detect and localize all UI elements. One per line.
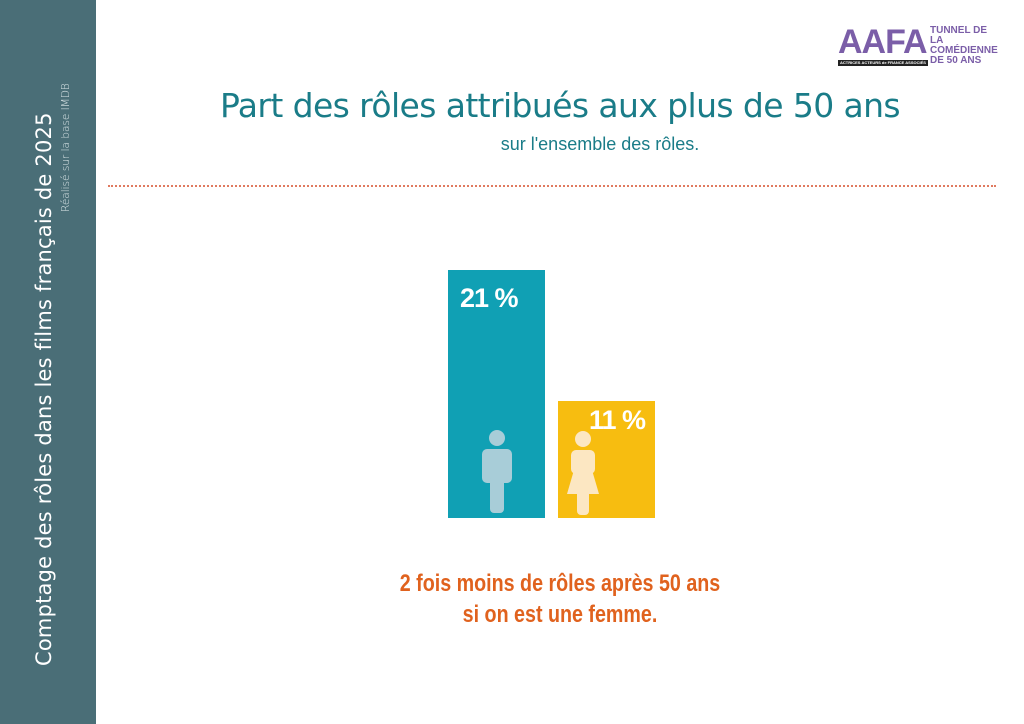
dotted-divider — [108, 185, 996, 187]
aafa-logo: AAFA ACTRICES ACTEURS de FRANCE ASSOCIÉS… — [838, 25, 1013, 67]
woman-icon — [567, 431, 599, 515]
man-icon — [482, 430, 512, 513]
chart-title-text: Part des rôles attribués aux plus de 50 … — [219, 86, 901, 125]
bar-women: 11 % — [558, 401, 655, 518]
conclusion-text: 2 fois moins de rôles après 50 ans si on… — [347, 568, 773, 630]
sidebar-subtitle: Réalisé sur la base IMDB — [60, 83, 72, 212]
conclusion-line-1: 2 fois moins de rôles après 50 ans — [399, 570, 721, 597]
logo-band: ACTRICES ACTEURS de FRANCE ASSOCIÉS — [838, 60, 928, 66]
sidebar: Comptage des rôles dans les films frança… — [0, 0, 96, 724]
conclusion-line-2: si on est une femme. — [462, 601, 658, 628]
logo-line-3: DE 50 ANS — [930, 55, 982, 66]
chart-title: Part des rôles attribués aux plus de 50 … — [96, 86, 1024, 126]
logo-caption: TUNNEL DE LA COMÉDIENNE DE 50 ANS — [930, 26, 1013, 66]
logo-line-2: LA COMÉDIENNE — [930, 35, 998, 56]
sidebar-title-text: Comptage des rôles dans les films frança… — [32, 112, 56, 666]
logo-line-1: TUNNEL DE — [930, 25, 988, 36]
bar-men: 21 % — [448, 270, 545, 518]
logo-acronym: AAFA — [838, 23, 928, 61]
bar-value-label: 11 % — [589, 405, 646, 435]
chart-subtitle: sur l'ensemble des rôles. — [500, 134, 700, 154]
bar-value-label: 21 % — [460, 283, 519, 313]
